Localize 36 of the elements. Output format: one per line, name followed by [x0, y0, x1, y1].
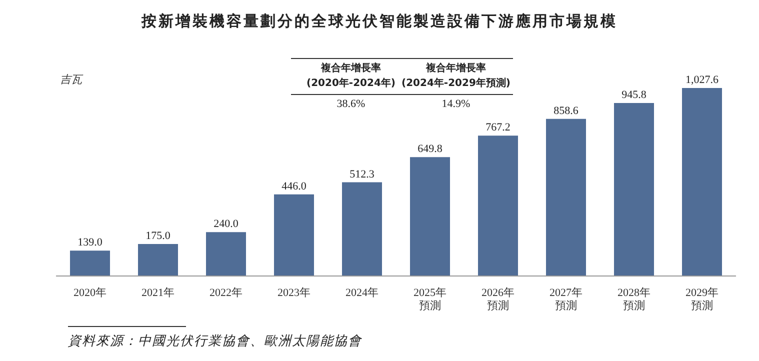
x-tick-label: 2020年 — [74, 287, 106, 299]
annotation: 14.9% — [440, 98, 472, 110]
x-tick-label: 2028年預測 — [618, 287, 650, 312]
data-label: 512.3 — [350, 168, 375, 180]
y-axis-title: 吉瓦 — [60, 73, 82, 87]
data-label: 1,027.6 — [686, 74, 719, 86]
x-tick-label: 2027年預測 — [550, 287, 582, 312]
source-note: 資料來源：中國光伏行業協會、歐洲太陽能協會 — [68, 332, 362, 350]
bar — [274, 194, 314, 276]
bar — [342, 182, 382, 276]
data-label: 767.2 — [486, 122, 510, 134]
x-tick-label: 2021年 — [142, 287, 174, 299]
bar — [206, 232, 246, 276]
x-tick-label: 2029年預測 — [686, 287, 718, 312]
data-label: 240.0 — [214, 218, 239, 230]
x-tick-label: 2023年 — [278, 287, 310, 299]
x-tick-label: 2025年預測 — [414, 287, 446, 312]
bar — [478, 136, 518, 276]
bar — [70, 250, 110, 276]
bar — [138, 244, 178, 276]
bar — [546, 118, 586, 276]
data-label: 139.0 — [78, 236, 103, 249]
x-tick-label: 2024年 — [346, 287, 378, 299]
x-tick-label: 2026年預測 — [482, 287, 514, 312]
chart-title: 按新增裝機容量劃分的全球光伏智能製造設備下游應用市場規模 — [140, 12, 618, 31]
annotation: 38.6% — [336, 98, 366, 110]
bar — [614, 102, 654, 276]
data-label: 858.6 — [554, 104, 579, 117]
data-label: 649.8 — [418, 143, 443, 156]
data-label: 175.0 — [146, 230, 171, 242]
data-label: 446.0 — [282, 180, 307, 192]
bar — [410, 157, 450, 276]
annotation: 複合年增長率 (2024年-2029年預測) — [400, 61, 512, 91]
bar — [682, 88, 722, 276]
data-label: 945.8 — [622, 88, 647, 101]
x-tick-label: 2022年 — [210, 287, 242, 299]
